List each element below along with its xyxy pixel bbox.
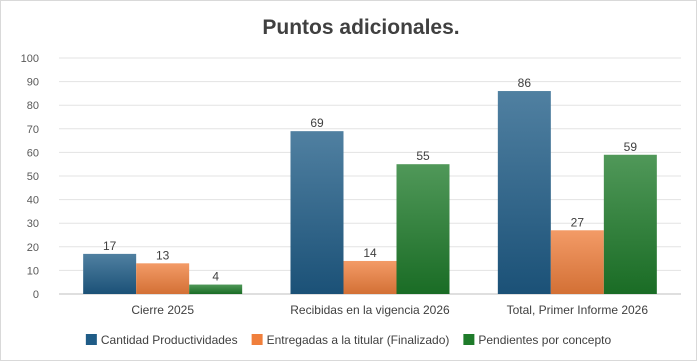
x-category-label: Recibidas en la vigencia 2026 [290, 303, 450, 317]
legend-swatch [463, 334, 475, 345]
bar [550, 230, 604, 294]
data-label: 59 [624, 140, 638, 154]
legend-label: Entregadas a la titular (Finalizado) [267, 333, 450, 347]
legend: Cantidad Productividades Entregadas a la … [85, 333, 611, 347]
bar [343, 260, 397, 294]
data-label: 27 [571, 215, 585, 229]
y-tick-label: 40 [27, 195, 39, 207]
data-labels: 17 13 4 69 14 55 86 27 59 [103, 76, 637, 284]
chart-title: Puntos adicionales. [262, 16, 459, 39]
bar [189, 284, 243, 294]
data-label: 13 [156, 248, 170, 262]
data-label: 69 [310, 116, 324, 130]
y-tick-label: 60 [27, 147, 39, 159]
y-tick-label: 100 [21, 53, 39, 65]
y-axis-ticks: 0 10 20 30 40 50 60 70 80 90 100 [21, 53, 39, 301]
legend-item: Pendientes por concepto [463, 333, 611, 347]
y-tick-label: 70 [27, 124, 39, 136]
legend-swatch [251, 334, 263, 345]
y-tick-label: 30 [27, 218, 39, 230]
y-tick-label: 20 [27, 242, 39, 254]
legend-item: Entregadas a la titular (Finalizado) [251, 333, 450, 347]
data-label: 14 [363, 246, 377, 260]
legend-label: Cantidad Productividades [101, 333, 238, 347]
bar [603, 154, 657, 294]
bar [290, 131, 344, 294]
bars [83, 91, 657, 294]
data-label: 17 [103, 239, 117, 253]
category-labels: Cierre 2025 Recibidas en la vigencia 2026… [131, 303, 648, 317]
y-tick-label: 10 [27, 265, 39, 277]
data-label: 4 [212, 270, 219, 284]
y-tick-label: 90 [27, 77, 39, 89]
bar [497, 91, 551, 294]
y-tick-label: 50 [27, 171, 39, 183]
bar [136, 263, 190, 294]
data-label: 55 [416, 149, 430, 163]
bar [396, 164, 450, 294]
data-label: 86 [518, 76, 532, 90]
x-category-label: Total, Primer Informe 2026 [507, 303, 649, 317]
y-tick-label: 80 [27, 100, 39, 112]
legend-swatch [85, 334, 97, 345]
legend-label: Pendientes por concepto [478, 333, 611, 347]
bar [83, 253, 137, 294]
y-tick-label: 0 [33, 289, 39, 301]
legend-item: Cantidad Productividades [85, 333, 238, 347]
x-category-label: Cierre 2025 [131, 303, 194, 317]
